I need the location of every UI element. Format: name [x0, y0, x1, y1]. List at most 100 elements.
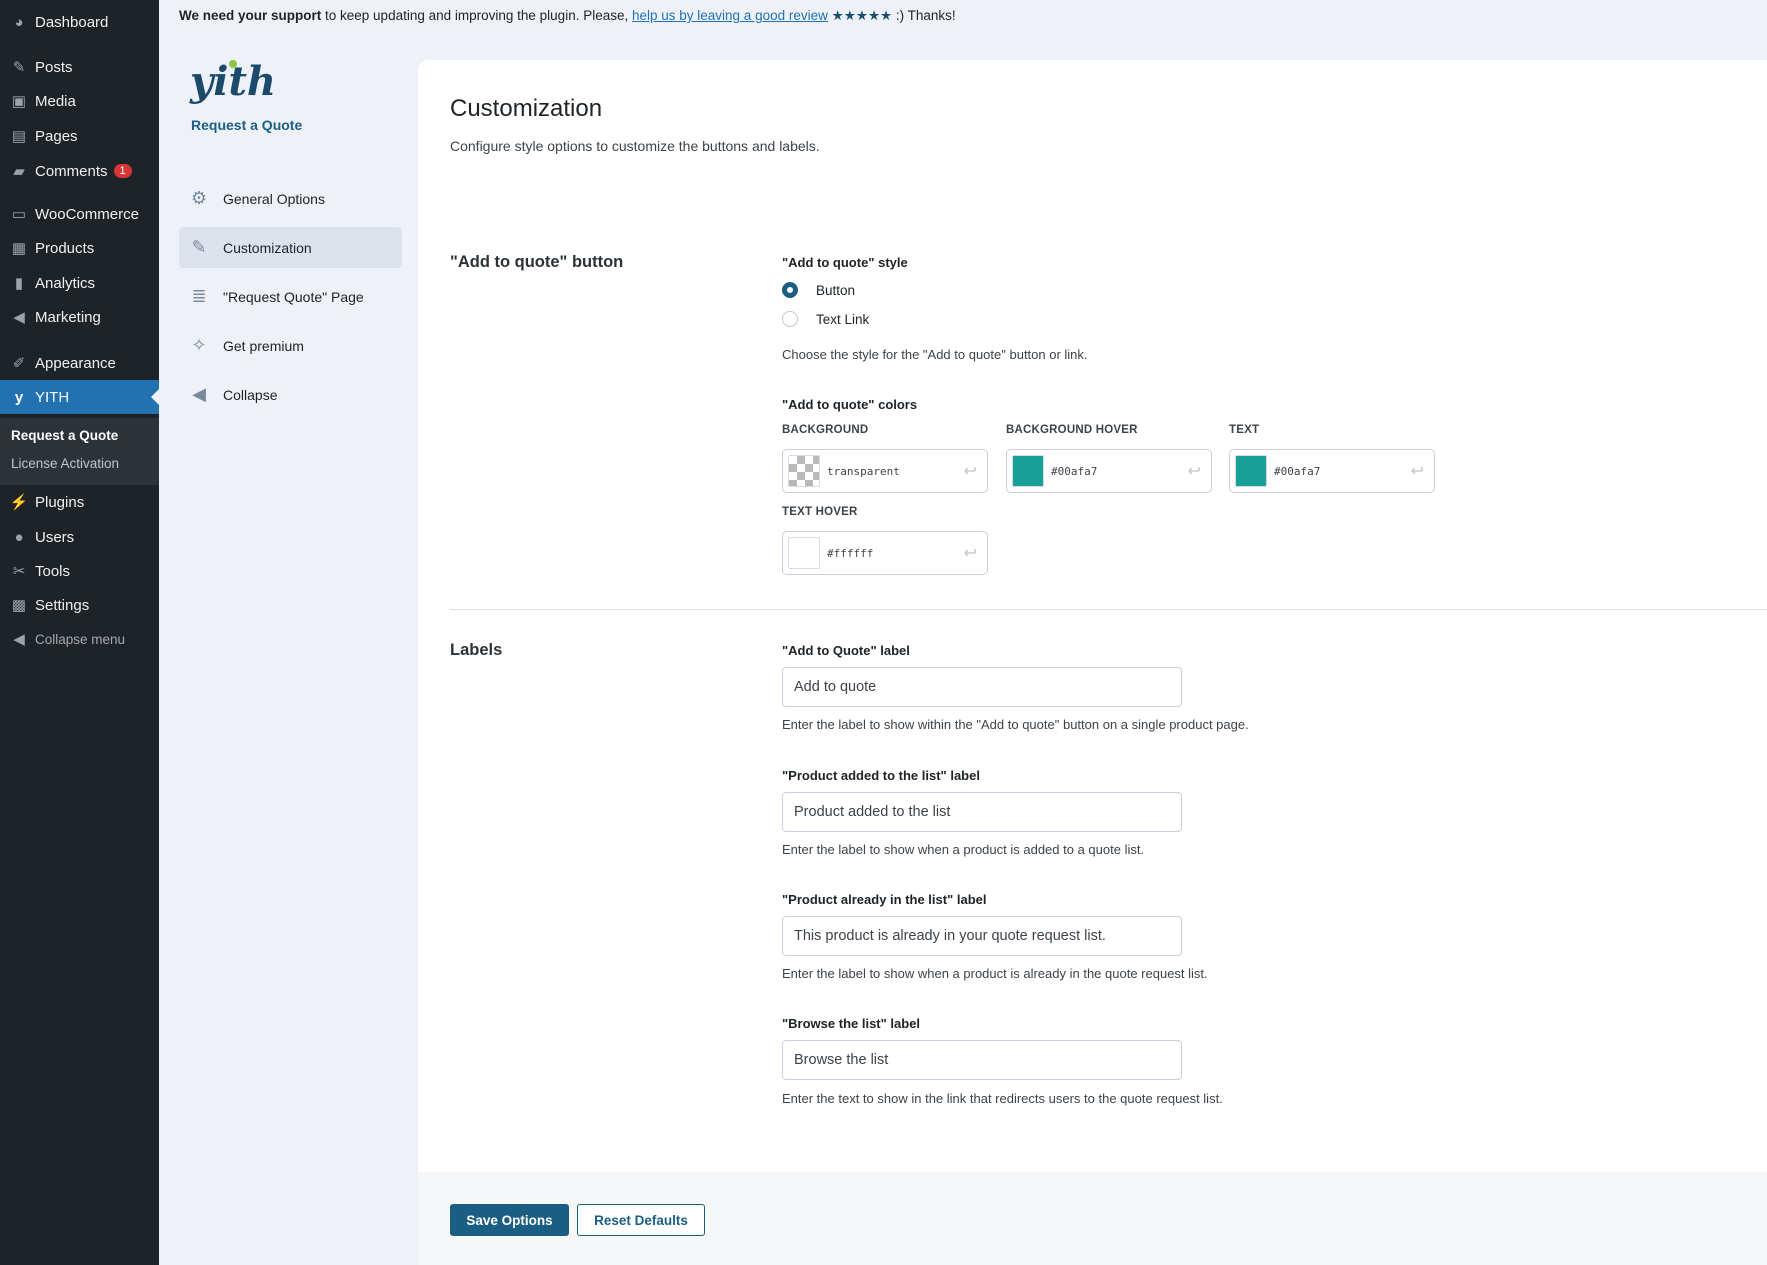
yith-submenu: Request a Quote License Activation — [0, 418, 159, 485]
menu-dashboard[interactable]: ◕ Dashboard — [0, 5, 159, 39]
radio-button-style[interactable]: Button — [782, 282, 855, 298]
menu-yith[interactable]: y YITH — [0, 380, 159, 414]
bar-chart-icon: ▮ — [14, 275, 24, 292]
yith-icon: y — [14, 388, 24, 406]
menu-products[interactable]: ▦ Products — [0, 231, 159, 265]
radio-label: Button — [816, 282, 856, 298]
nav-label: Customization — [223, 239, 312, 256]
reset-color-icon[interactable]: ↩ — [1187, 463, 1201, 480]
color-value[interactable]: #00afa7 — [1274, 464, 1321, 478]
menu-label: Tools — [35, 562, 71, 580]
menu-appearance[interactable]: ✐ Appearance — [0, 346, 159, 380]
menu-label: Media — [35, 92, 76, 110]
nav-request-quote-page[interactable]: ≣ "Request Quote" Page — [179, 276, 402, 317]
color-swatch[interactable] — [788, 537, 820, 569]
nav-label: "Request Quote" Page — [223, 288, 364, 305]
submenu-license-activation[interactable]: License Activation — [11, 456, 120, 471]
color-picker-text[interactable]: #00afa7 ↩ — [1229, 449, 1435, 493]
color-label-text-hover: TEXT HOVER — [782, 506, 858, 518]
archive-icon: ▦ — [11, 240, 27, 257]
menu-label: Pages — [35, 127, 78, 145]
color-picker-text-hover[interactable]: #ffffff ↩ — [782, 531, 988, 575]
radio-text-link-style[interactable]: Text Link — [782, 311, 869, 327]
plugin-name: Request a Quote — [191, 117, 303, 133]
submenu-request-a-quote[interactable]: Request a Quote — [11, 428, 119, 443]
settings-icon: ▩ — [11, 597, 27, 614]
sparkle-icon: ✧ — [191, 335, 207, 355]
brush-icon: ✎ — [191, 237, 207, 257]
reset-color-icon[interactable]: ↩ — [963, 463, 977, 480]
collapse-icon: ◀ — [13, 631, 25, 648]
color-swatch[interactable] — [1012, 455, 1044, 487]
menu-label: Collapse menu — [35, 631, 126, 647]
support-notice: We need your support to keep updating an… — [179, 8, 956, 24]
review-link[interactable]: help us by leaving a good review — [631, 8, 828, 23]
menu-comments[interactable]: ▰ Comments 1 — [0, 154, 159, 188]
radio-checked-icon[interactable] — [782, 282, 798, 298]
color-swatch[interactable] — [788, 455, 820, 487]
section-title-button: "Add to quote" button — [450, 253, 624, 271]
menu-label: Posts — [35, 58, 73, 76]
woo-icon: ▭ — [11, 206, 27, 223]
menu-woocommerce[interactable]: ▭ WooCommerce — [0, 197, 159, 231]
color-value[interactable]: transparent — [827, 464, 900, 478]
nav-label: General Options — [223, 190, 325, 207]
user-icon: ● — [14, 528, 24, 546]
color-label-background-hover: BACKGROUND HOVER — [1006, 424, 1138, 436]
color-value[interactable]: #ffffff — [827, 546, 874, 560]
menu-analytics[interactable]: ▮ Analytics — [0, 266, 159, 300]
product-already-label-input[interactable] — [782, 916, 1182, 956]
style-help: Choose the style for the "Add to quote" … — [782, 347, 1088, 362]
menu-label: Plugins — [35, 493, 85, 511]
menu-pages[interactable]: ▤ Pages — [0, 119, 159, 153]
field-label: "Add to Quote" label — [782, 643, 910, 658]
radio-unchecked-icon[interactable] — [782, 311, 798, 327]
comments-badge: 1 — [113, 164, 132, 178]
menu-media[interactable]: ▣ Media — [0, 84, 159, 118]
nav-label: Collapse — [223, 386, 278, 403]
nav-customization[interactable]: ✎ Customization — [179, 227, 402, 268]
menu-label: YITH — [35, 388, 70, 406]
notice-end: :) Thanks! — [892, 8, 956, 23]
pin-icon: ✎ — [12, 59, 26, 76]
browse-list-label-input[interactable] — [782, 1040, 1182, 1080]
menu-settings[interactable]: ▩ Settings — [0, 588, 159, 622]
field-label: "Browse the list" label — [782, 1016, 921, 1031]
field-help: Enter the label to show when a product i… — [782, 842, 1145, 857]
menu-label: Settings — [35, 596, 90, 614]
menu-marketing[interactable]: ◀ Marketing — [0, 300, 159, 334]
wrench-icon: ✂ — [12, 563, 26, 580]
menu-posts[interactable]: ✎ Posts — [0, 50, 159, 84]
style-label: "Add to quote" style — [782, 255, 908, 270]
menu-label: Analytics — [35, 274, 96, 292]
reset-color-icon[interactable]: ↩ — [963, 545, 977, 562]
menu-users[interactable]: ● Users — [0, 520, 159, 554]
page-description: Configure style options to customize the… — [450, 138, 820, 154]
menu-tools[interactable]: ✂ Tools — [0, 554, 159, 588]
nav-general-options[interactable]: ⚙ General Options — [179, 178, 402, 219]
comment-icon: ▰ — [13, 163, 25, 180]
menu-plugins[interactable]: ⚡ Plugins — [0, 485, 159, 519]
save-options-button[interactable]: Save Options — [450, 1204, 569, 1236]
stars-icon: ★★★★★ — [831, 8, 893, 23]
product-added-label-input[interactable] — [782, 792, 1182, 832]
menu-label: Users — [35, 528, 75, 546]
menu-label: Appearance — [35, 354, 116, 372]
reset-color-icon[interactable]: ↩ — [1410, 463, 1424, 480]
gear-icon: ⚙ — [190, 188, 208, 208]
admin-sidebar: ◕ Dashboard ✎ Posts ▣ Media ▤ Pages ▰ Comment… — [0, 0, 159, 1265]
reset-defaults-button[interactable]: Reset Defaults — [577, 1204, 705, 1236]
megaphone-icon: ◀ — [13, 309, 25, 326]
nav-get-premium[interactable]: ✧ Get premium — [179, 325, 402, 366]
nav-collapse[interactable]: ◀ Collapse — [179, 374, 402, 415]
settings-panel — [418, 60, 1767, 1265]
field-help: Enter the text to show in the link that … — [782, 1091, 1223, 1106]
color-value[interactable]: #00afa7 — [1051, 464, 1098, 478]
color-picker-background[interactable]: transparent ↩ — [782, 449, 988, 493]
color-swatch[interactable] — [1235, 455, 1267, 487]
menu-collapse[interactable]: ◀ Collapse menu — [0, 622, 159, 656]
color-picker-background-hover[interactable]: #00afa7 ↩ — [1006, 449, 1212, 493]
add-to-quote-label-input[interactable] — [782, 667, 1182, 707]
menu-label: WooCommerce — [35, 205, 139, 223]
notice-text: to keep updating and improving the plugi… — [321, 8, 632, 23]
